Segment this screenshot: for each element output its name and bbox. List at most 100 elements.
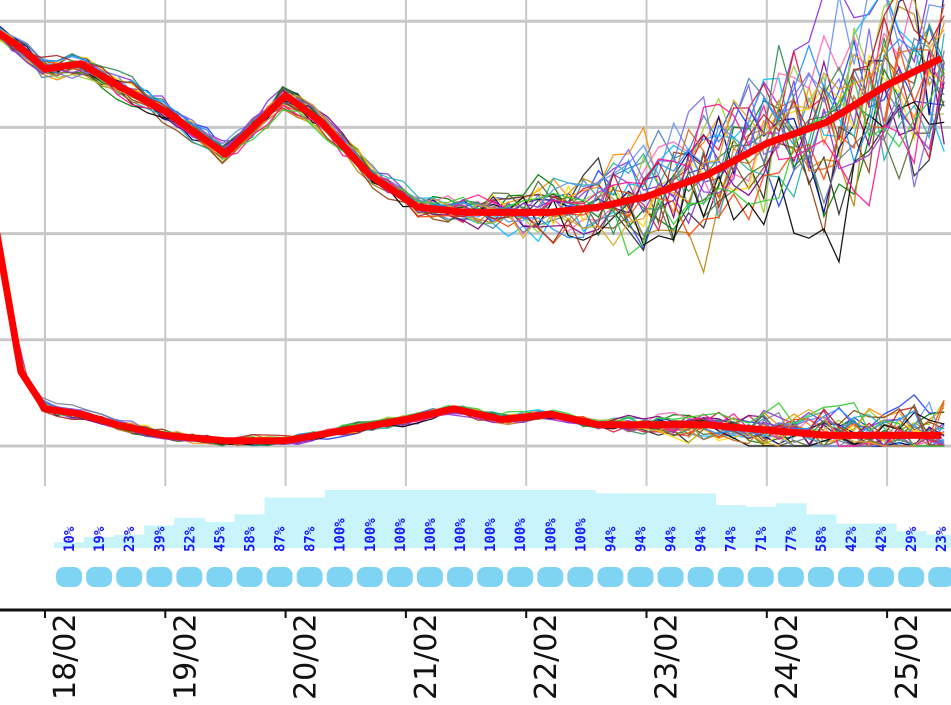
mean-lines — [0, 29, 943, 445]
probability-bar — [505, 490, 536, 548]
probability-bar — [54, 542, 85, 548]
probability-label: 74% — [724, 526, 740, 552]
probability-bar — [926, 534, 951, 548]
x-tick-label: 25/02 — [890, 614, 925, 700]
x-tick-label: 23/02 — [650, 614, 685, 700]
probability-label: 87% — [273, 526, 289, 552]
probability-label: 42% — [874, 526, 890, 552]
mean-line — [0, 29, 943, 216]
probability-label: 71% — [754, 526, 770, 552]
probability-marker — [386, 567, 413, 587]
ensemble-member-line — [0, 22, 945, 236]
probability-marker — [356, 567, 383, 587]
probability-label: 94% — [603, 526, 619, 552]
probability-row: 10% 19% 23% 39% 52% 45% 58% 87% 87% 100% 100% 100% 1… — [54, 490, 951, 587]
probability-label: 58% — [243, 526, 259, 552]
probability-label: 94% — [694, 526, 710, 552]
probability-marker — [868, 567, 895, 587]
probability-marker — [326, 567, 353, 587]
probability-marker — [567, 567, 594, 587]
probability-bar — [445, 490, 476, 548]
probability-marker — [477, 567, 504, 587]
probability-marker — [176, 567, 203, 587]
ensemble-member-line — [0, 25, 945, 239]
ensemble-member-line — [0, 27, 945, 219]
probability-bar — [475, 490, 506, 548]
x-axis: 18/02 19/02 20/02 21/02 22/02 23/02 24/02 25/02 — [0, 608, 951, 700]
probability-label: 100% — [453, 518, 469, 552]
probability-bar — [354, 490, 386, 548]
probability-marker — [206, 567, 233, 587]
probability-label: 100% — [423, 518, 439, 552]
probability-marker — [416, 567, 443, 587]
ensemble-member-line — [0, 35, 945, 216]
probability-bar — [174, 517, 205, 548]
x-tick-label: 24/02 — [770, 614, 805, 700]
probability-label: 77% — [784, 526, 800, 552]
probability-marker — [898, 567, 925, 587]
ensemble-member-line — [0, 17, 945, 232]
probability-marker — [447, 567, 474, 587]
probability-marker — [777, 567, 804, 587]
probability-label: 94% — [664, 526, 680, 552]
probability-bar — [836, 523, 867, 548]
probability-marker — [838, 567, 865, 587]
probability-bar — [324, 490, 356, 548]
probability-bar — [144, 525, 175, 548]
probability-marker — [687, 567, 714, 587]
probability-label: 100% — [333, 518, 349, 552]
probability-label: 29% — [904, 526, 920, 552]
probability-label: 100% — [513, 518, 529, 552]
probability-marker — [807, 567, 834, 587]
probability-bar — [775, 503, 807, 548]
probability-label: 87% — [303, 526, 319, 552]
probability-label: 45% — [212, 526, 228, 552]
ensemble-member-line — [0, 0, 945, 243]
probability-marker — [86, 567, 113, 587]
probability-bar — [595, 493, 626, 548]
probability-marker — [717, 567, 744, 587]
probability-marker — [116, 567, 143, 587]
probability-label: 52% — [182, 526, 198, 552]
probability-marker — [146, 567, 173, 587]
probability-bar — [234, 514, 266, 548]
probability-marker — [296, 567, 323, 587]
probability-marker — [537, 567, 564, 587]
probability-marker — [56, 567, 83, 587]
probability-label: 100% — [573, 518, 589, 552]
ensemble-member-line — [0, 28, 945, 217]
ensemble-member-line — [0, 0, 945, 247]
probability-bar — [805, 514, 837, 548]
probability-bar — [745, 506, 777, 548]
probability-bar — [414, 490, 446, 548]
probability-marker — [747, 567, 774, 587]
probability-marker — [928, 567, 951, 587]
x-tick-label: 18/02 — [48, 614, 83, 700]
probability-bar — [685, 493, 717, 548]
probability-bar — [715, 505, 747, 548]
probability-bar — [264, 497, 296, 548]
probability-bar — [866, 523, 897, 548]
probability-label: 10% — [62, 526, 78, 552]
probability-marker — [657, 567, 684, 587]
probability-label: 19% — [92, 526, 108, 552]
probability-bar — [384, 490, 416, 548]
probability-bar — [896, 531, 927, 548]
x-tick-label: 19/02 — [168, 614, 203, 700]
probability-bar — [655, 493, 687, 548]
probability-label: 23% — [122, 526, 138, 552]
x-tick-label: 20/02 — [289, 614, 324, 700]
probability-label: 100% — [363, 518, 379, 552]
probability-label: 100% — [543, 518, 559, 552]
ensemble-members — [0, 0, 945, 448]
probability-label: 23% — [934, 526, 950, 552]
probability-label: 39% — [152, 526, 168, 552]
probability-bar — [535, 490, 566, 548]
probability-bar — [565, 490, 596, 548]
probability-label: 42% — [844, 526, 860, 552]
probability-label: 94% — [633, 526, 649, 552]
x-tick-label: 22/02 — [529, 614, 564, 700]
probability-marker — [507, 567, 534, 587]
probability-marker — [266, 567, 293, 587]
